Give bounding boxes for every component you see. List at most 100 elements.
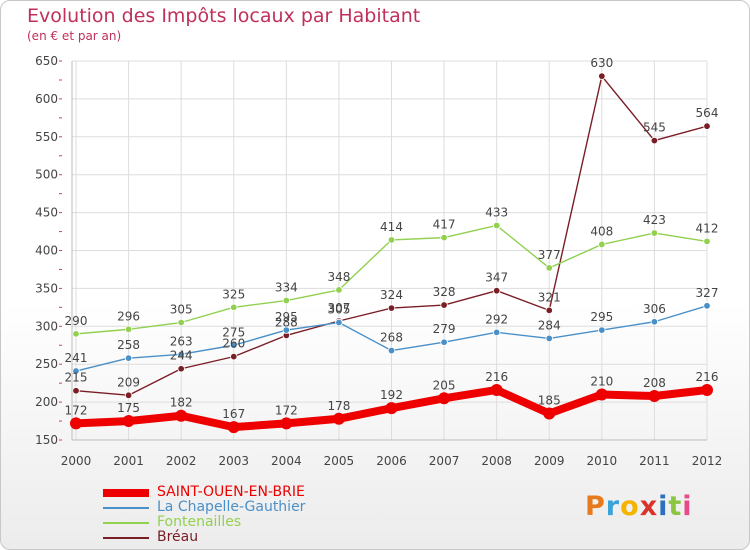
data-point-saint-ouen-en-brie: [70, 417, 82, 430]
data-label-saint-ouen-en-brie: 172: [65, 403, 88, 417]
legend-label: Bréau: [157, 529, 199, 545]
data-label-la-chapelle-gauthier: 295: [275, 310, 298, 324]
y-tick-label: 450: [35, 206, 58, 220]
legend: SAINT-OUEN-EN-BRIE La Chapelle-Gauthier Fo…: [103, 485, 305, 545]
data-point-breau: [72, 387, 80, 395]
data-point-fontenailles: [335, 286, 343, 294]
data-point-la-chapelle-gauthier: [440, 338, 448, 346]
legend-swatch: [103, 536, 149, 539]
data-label-la-chapelle-gauthier: 306: [643, 302, 666, 316]
data-label-saint-ouen-en-brie: 178: [327, 399, 350, 413]
data-point-la-chapelle-gauthier: [598, 326, 606, 334]
chart-title: Evolution des Impôts locaux par Habitant: [27, 5, 421, 27]
x-tick-label: 2006: [376, 454, 407, 468]
logo-letter: x: [639, 491, 659, 522]
data-label-saint-ouen-en-brie: 167: [222, 407, 245, 421]
data-point-fontenailles: [124, 325, 133, 334]
data-point-saint-ouen-en-brie: [122, 415, 135, 428]
data-point-breau: [124, 391, 133, 399]
data-point-saint-ouen-en-brie: [385, 402, 398, 415]
data-point-la-chapelle-gauthier: [177, 350, 185, 359]
data-label-saint-ouen-en-brie: 182: [170, 396, 193, 410]
data-label-breau: 244: [170, 349, 193, 363]
x-tick-label: 2004: [271, 454, 302, 468]
data-label-breau: 324: [380, 288, 403, 302]
data-label-saint-ouen-en-brie: 216: [696, 370, 719, 384]
data-label-breau: 321: [538, 290, 561, 304]
data-point-saint-ouen-en-brie: [701, 383, 713, 396]
proxiti-logo: Proxiti: [585, 491, 693, 522]
x-tick-label: 2003: [218, 454, 249, 468]
data-label-fontenailles: 305: [170, 303, 193, 317]
data-label-la-chapelle-gauthier: 327: [696, 286, 719, 300]
data-label-saint-ouen-en-brie: 192: [380, 388, 403, 402]
y-tick-label: 200: [35, 395, 58, 409]
data-point-la-chapelle-gauthier: [387, 346, 396, 355]
legend-swatch: [103, 506, 149, 509]
data-label-breau: 328: [433, 285, 456, 299]
y-tick-label: 600: [35, 92, 58, 106]
data-point-breau: [387, 304, 396, 312]
data-label-breau: 564: [696, 106, 719, 120]
x-tick-label: 2011: [639, 454, 670, 468]
legend-label: SAINT-OUEN-EN-BRIE: [157, 484, 305, 500]
data-label-fontenailles: 334: [275, 281, 298, 295]
data-point-breau: [703, 122, 711, 130]
data-label-la-chapelle-gauthier: 268: [380, 331, 403, 345]
y-tick-label: 400: [35, 244, 58, 258]
data-label-la-chapelle-gauthier: 279: [433, 322, 456, 336]
data-point-saint-ouen-en-brie: [175, 409, 188, 422]
data-label-saint-ouen-en-brie: 175: [117, 401, 140, 415]
logo-letter: i: [658, 491, 669, 522]
legend-swatch: [103, 521, 149, 524]
data-point-la-chapelle-gauthier: [650, 318, 659, 326]
data-label-la-chapelle-gauthier: 295: [590, 310, 613, 324]
data-point-fontenailles: [545, 264, 553, 272]
data-point-saint-ouen-en-brie: [438, 392, 451, 405]
chart-subtitle: (en € et par an): [27, 29, 122, 43]
data-label-la-chapelle-gauthier: 258: [117, 338, 140, 352]
data-point-fontenailles: [177, 318, 185, 327]
data-point-fontenailles: [650, 229, 659, 237]
data-point-fontenailles: [230, 303, 238, 312]
y-tick-label: 500: [35, 168, 58, 182]
data-point-saint-ouen-en-brie: [227, 421, 240, 434]
data-label-la-chapelle-gauthier: 275: [222, 325, 245, 339]
x-tick-label: 2012: [692, 454, 723, 468]
data-point-la-chapelle-gauthier: [335, 318, 343, 327]
data-point-breau: [650, 136, 659, 145]
data-point-saint-ouen-en-brie: [280, 417, 293, 430]
data-label-fontenailles: 417: [433, 218, 456, 232]
data-label-la-chapelle-gauthier: 292: [485, 312, 508, 326]
data-label-breau: 630: [590, 56, 613, 70]
data-point-fontenailles: [440, 233, 448, 242]
x-tick-label: 2009: [534, 454, 565, 468]
data-label-breau: 209: [117, 375, 140, 389]
x-tick-label: 2001: [113, 454, 144, 468]
data-label-saint-ouen-en-brie: 216: [485, 370, 508, 384]
data-point-la-chapelle-gauthier: [282, 326, 291, 334]
legend-item-saint-ouen-en-brie: SAINT-OUEN-EN-BRIE: [103, 485, 305, 500]
data-point-fontenailles: [598, 240, 606, 249]
data-label-fontenailles: 290: [65, 314, 88, 328]
data-point-breau: [177, 365, 185, 373]
data-point-la-chapelle-gauthier: [72, 367, 80, 375]
data-point-fontenailles: [72, 330, 80, 338]
data-point-breau: [545, 306, 553, 315]
data-point-la-chapelle-gauthier: [703, 302, 711, 310]
logo-letter: o: [620, 491, 640, 522]
y-tick-label: 650: [35, 54, 58, 68]
data-label-breau: 288: [275, 315, 298, 329]
x-tick-label: 2000: [61, 454, 92, 468]
data-label-saint-ouen-en-brie: 185: [538, 393, 561, 407]
data-point-la-chapelle-gauthier: [545, 334, 553, 343]
logo-letter: i: [682, 491, 693, 522]
data-label-fontenailles: 408: [590, 224, 613, 238]
data-label-breau: 215: [65, 371, 88, 385]
data-label-fontenailles: 412: [696, 221, 719, 235]
data-label-fontenailles: 433: [485, 205, 508, 219]
logo-letter: P: [585, 491, 606, 522]
data-point-saint-ouen-en-brie: [490, 383, 503, 396]
data-point-la-chapelle-gauthier: [230, 341, 238, 349]
